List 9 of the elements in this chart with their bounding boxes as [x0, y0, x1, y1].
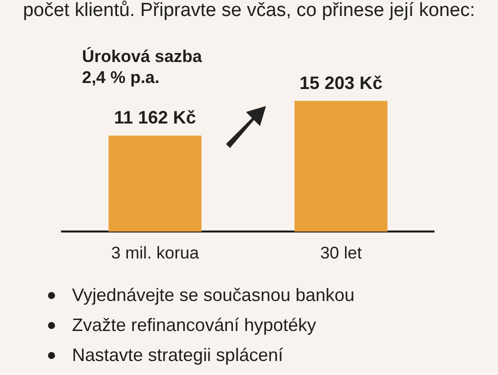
x-tick-label: 30 let	[320, 243, 362, 262]
x-tick-label: 3 mil. korua	[111, 243, 200, 262]
text: Vyjednávejte se současnou bankou	[48, 280, 355, 310]
text: Nastavte strategii splácení	[48, 340, 355, 370]
chart-title: počet klientů. Připravte se včas, co přinese její konec:	[22, 0, 476, 22]
text: Úroková sazba 2,4 % p.a.	[82, 46, 203, 88]
data-label: 11 162 Kč	[114, 108, 196, 128]
data-label: 15 203 Kč	[299, 72, 383, 93]
text: Zvažte refinancování hypotéky	[48, 310, 355, 340]
